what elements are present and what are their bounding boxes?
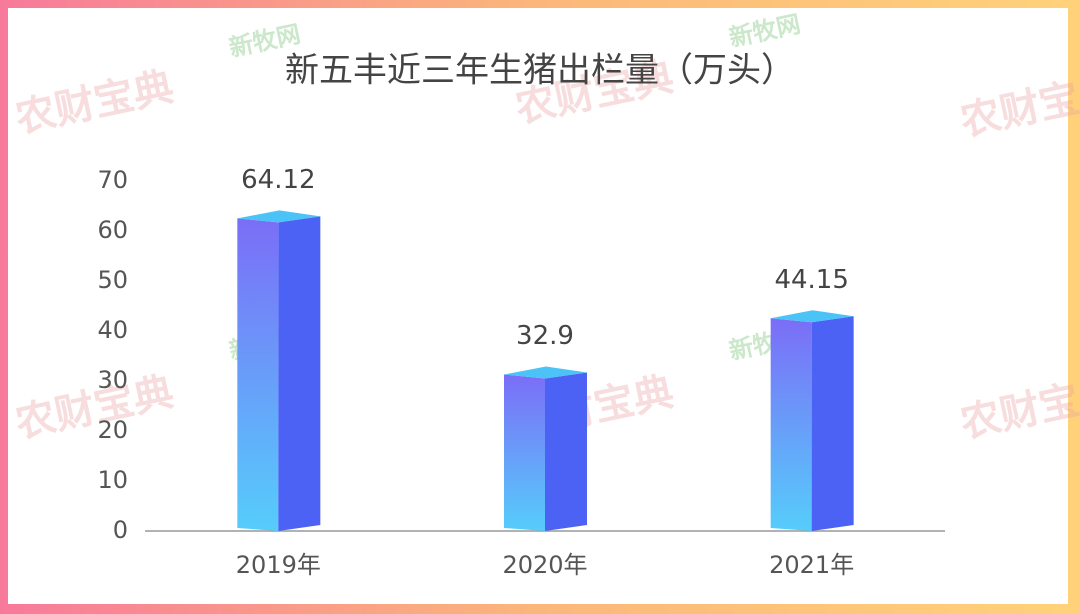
value-label: 32.9 [516,321,574,351]
bar-side [278,216,321,531]
watermark: 新牧网 [727,10,803,52]
watermark: 农财宝典 [12,64,178,142]
y-tick-label: 10 [97,466,128,494]
y-tick-label: 40 [97,316,128,344]
x-tick-label: 2020年 [502,551,587,579]
x-tick-label: 2021年 [769,551,854,579]
bar-front [237,218,279,531]
bar-top [770,310,854,323]
watermark: 农财宝典 [957,369,1080,447]
bar-front [504,374,545,531]
x-tick-label: 2019年 [236,551,321,579]
chart-title: 新五丰近三年生猪出栏量（万头） [285,51,795,91]
y-tick-label: 30 [97,366,128,394]
y-tick-label: 70 [97,166,128,194]
y-tick-label: 0 [113,516,128,544]
bar-top [237,210,321,223]
watermark: 农财宝典 [957,67,1080,145]
bar-side [811,316,854,531]
y-tick-label: 20 [97,416,128,444]
bar-front [770,318,812,531]
value-label: 44.15 [774,265,848,295]
watermark: 农财宝典 [12,369,178,447]
y-tick-label: 60 [97,216,128,244]
bar-top [504,366,587,379]
y-tick-label: 50 [97,266,128,294]
value-label: 64.12 [241,165,315,195]
bar-side [545,372,587,531]
